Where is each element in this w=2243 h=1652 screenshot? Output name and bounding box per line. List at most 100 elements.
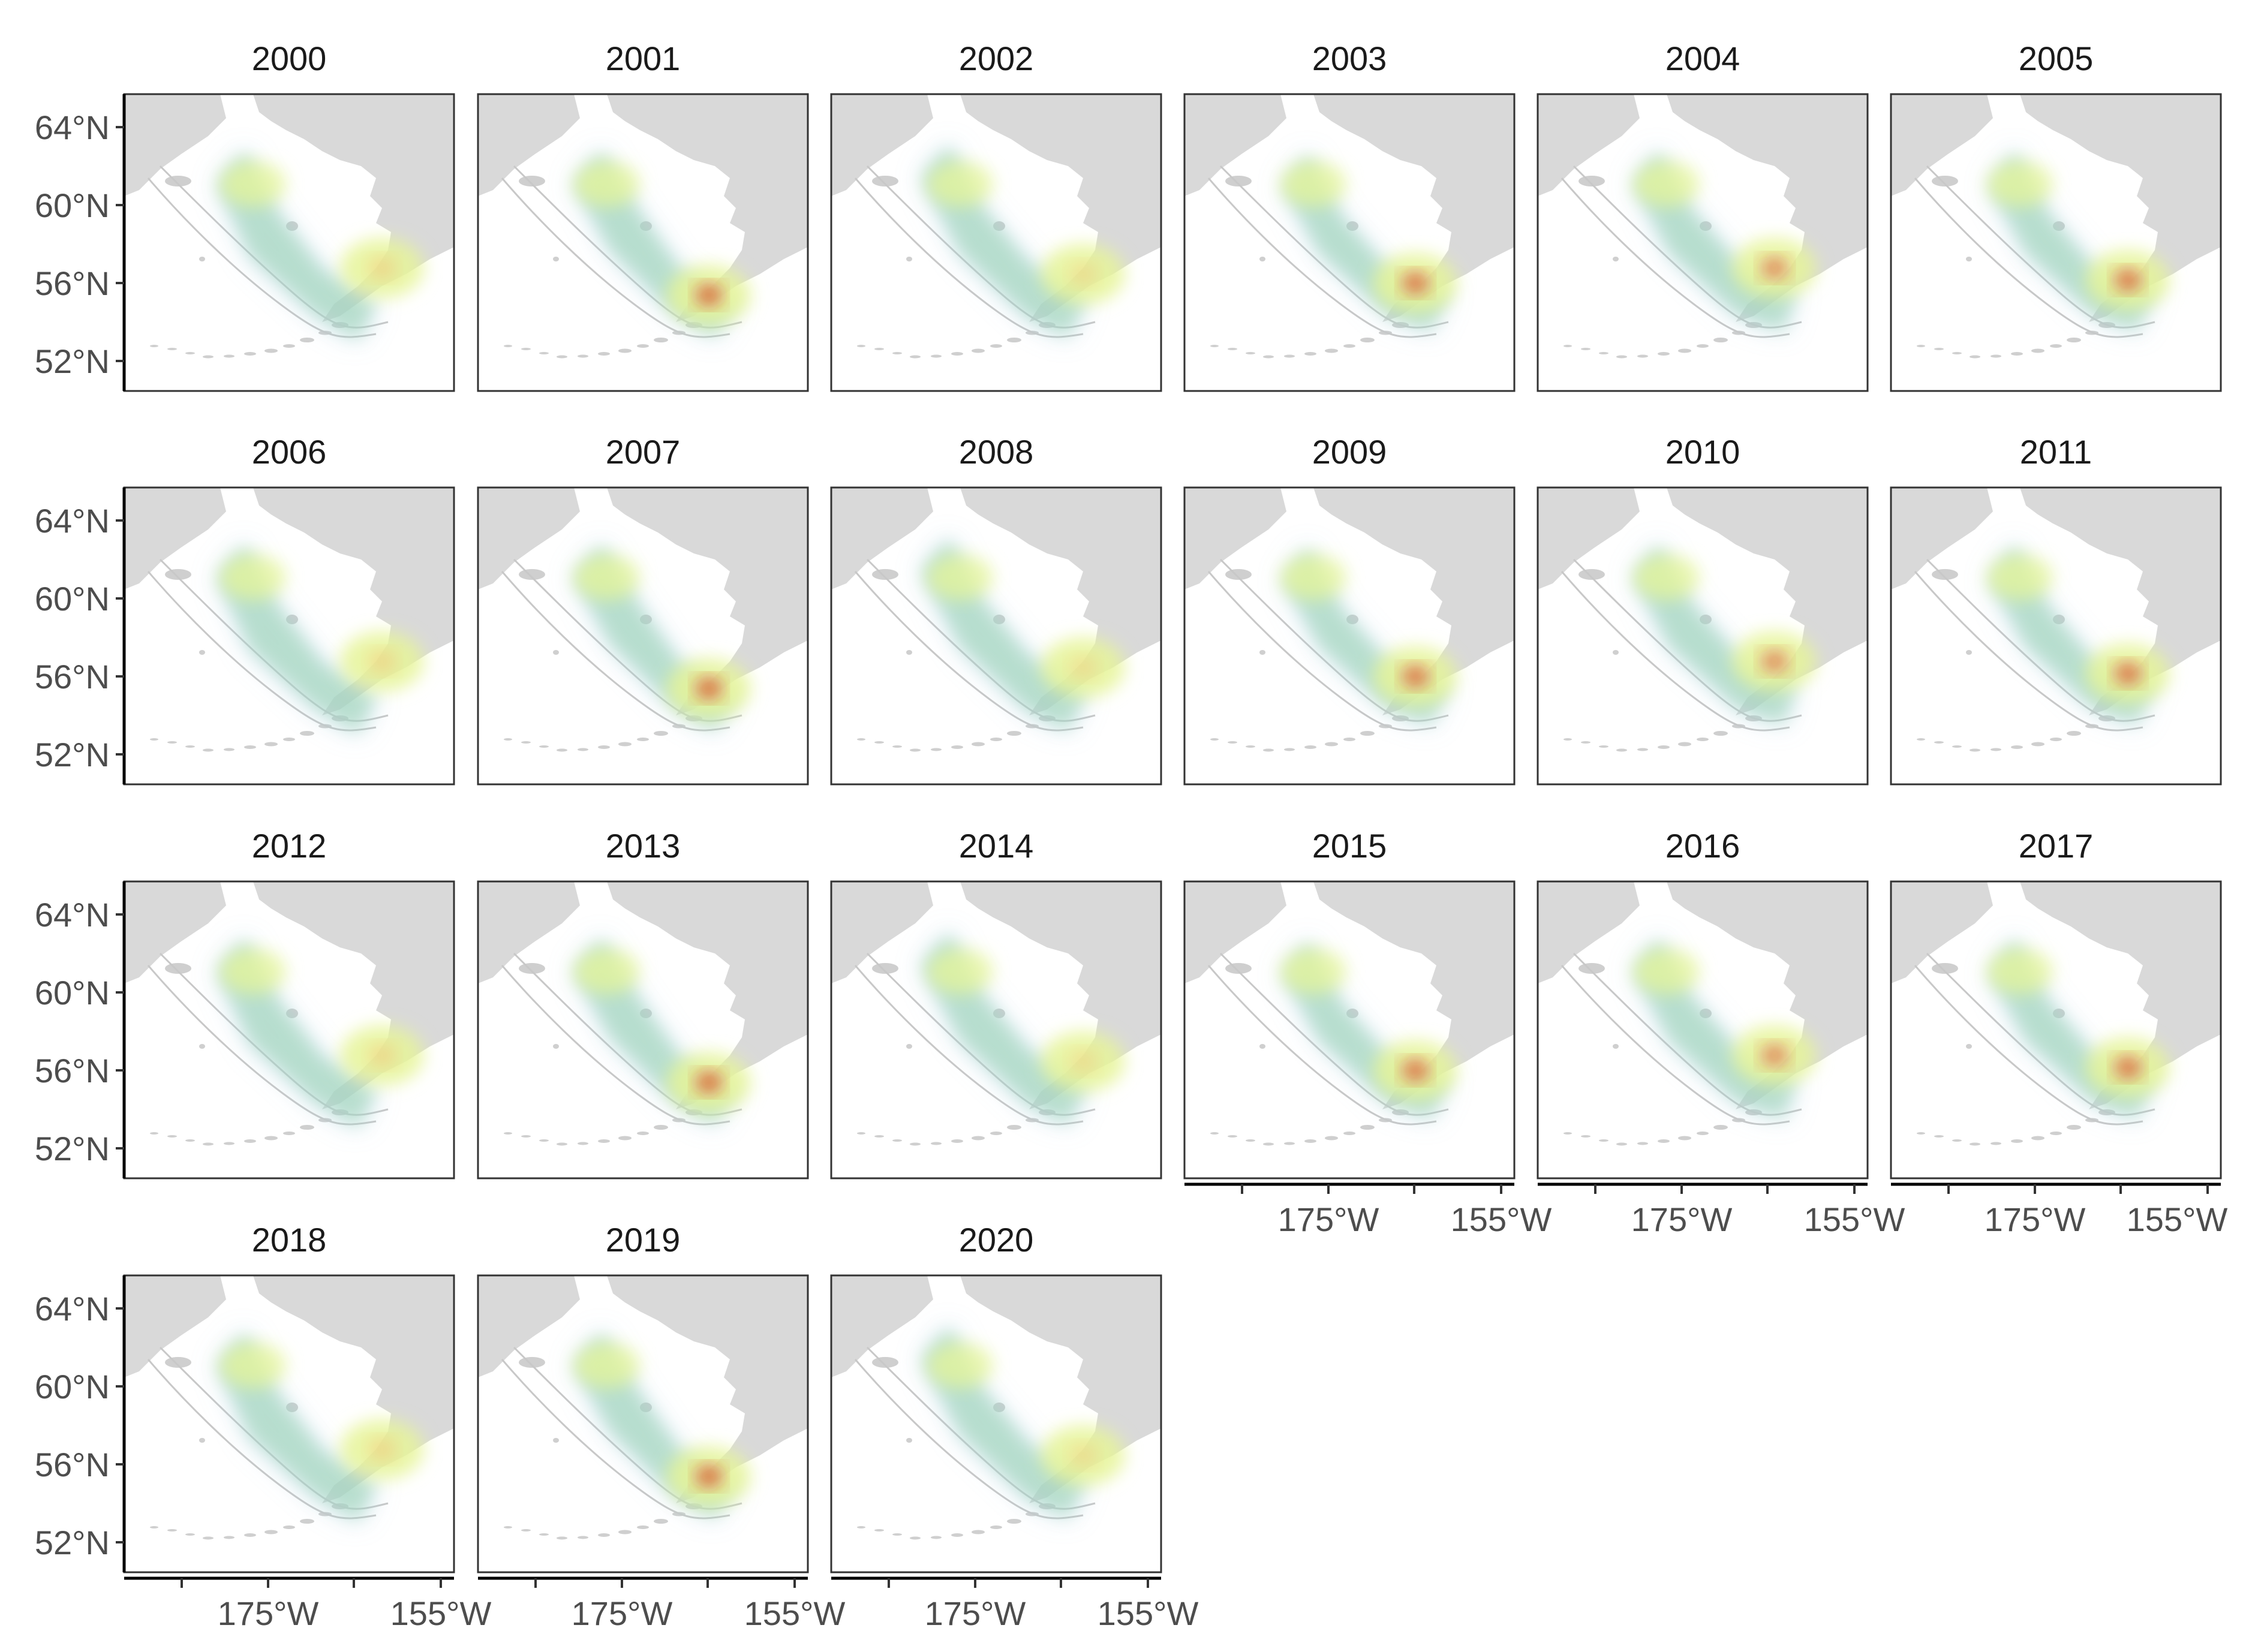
aleutian-island	[203, 1536, 214, 1540]
map-panel: 2011	[1890, 433, 2222, 786]
aleutian-island	[654, 338, 668, 342]
pribilof-island	[1966, 650, 1972, 655]
aleutian-island	[1991, 354, 2001, 358]
map-panel: 2002	[830, 40, 1162, 392]
aleutian-island	[1658, 352, 1670, 356]
aleutian-island	[598, 1533, 610, 1537]
aleutian-island	[1917, 738, 1925, 741]
shelf-contour	[147, 177, 377, 338]
panel-title: 2010	[1665, 433, 1740, 471]
shelf-contour	[1561, 177, 1790, 338]
aleutian-island	[300, 1125, 314, 1130]
aleutian-island	[951, 745, 963, 749]
shelf-contour	[501, 965, 730, 1126]
shelf-contour	[854, 1359, 1084, 1519]
panel-title: 2018	[252, 1221, 327, 1259]
aleutian-island	[557, 748, 567, 752]
map-panel: 2001	[477, 40, 809, 392]
aleutian-island	[1637, 748, 1648, 751]
shelf-contour	[501, 1359, 730, 1519]
land-chukotka	[1891, 881, 1993, 983]
density-hotspot-north	[927, 949, 993, 994]
aleutian-island	[300, 338, 314, 342]
aleutian-island	[264, 1136, 278, 1141]
aleutian-island	[1210, 1132, 1219, 1135]
aleutian-island	[857, 738, 865, 741]
land-chukotka	[831, 488, 933, 589]
density-hotspot-north	[220, 1343, 286, 1388]
panel-title: 2017	[2019, 827, 2094, 865]
aleutian-island	[1304, 352, 1316, 356]
land-alaska	[1313, 881, 1514, 1109]
panel-title: 2019	[606, 1221, 681, 1259]
lat-tick-label: 60°N	[35, 1368, 110, 1406]
panel-title: 2000	[252, 40, 327, 77]
aleutian-island	[1934, 741, 1944, 744]
aleutian-island	[185, 1533, 195, 1536]
panel-title: 2007	[606, 433, 681, 471]
aleutian-island	[1952, 352, 1962, 354]
panel-border	[1183, 486, 1516, 786]
land-chukotka	[478, 488, 580, 589]
map-panel: 2009	[1183, 433, 1516, 786]
shelf-contour	[1561, 571, 1790, 732]
aleutian-island	[1304, 1139, 1316, 1143]
aleutian-island	[167, 348, 177, 350]
pribilof-island	[553, 257, 559, 261]
aleutian-island	[150, 738, 158, 741]
aleutian-island	[910, 355, 921, 359]
panel-title: 2016	[1665, 827, 1740, 865]
aleutian-island	[1360, 338, 1375, 342]
land-chukotka	[1891, 94, 1993, 196]
aleutian-island	[1713, 1125, 1728, 1130]
aleutian-island	[1007, 1519, 1021, 1524]
pribilof-island	[199, 257, 205, 261]
aleutian-island	[2031, 1136, 2044, 1141]
shelf-contour	[1926, 165, 2155, 329]
panel-title: 2006	[252, 433, 327, 471]
land-alaska	[607, 881, 808, 1109]
aleutian-island	[1970, 355, 1980, 359]
aleutian-island	[504, 345, 512, 347]
aleutian-island	[1360, 1125, 1375, 1130]
map-panel: 2010	[1537, 433, 1869, 786]
density-peak	[1070, 1445, 1096, 1466]
aleutian-island	[1263, 355, 1274, 359]
aleutian-island	[618, 742, 632, 747]
panel-title: 2015	[1312, 827, 1387, 865]
pribilof-island	[906, 1044, 912, 1049]
density-peak	[696, 284, 722, 306]
pribilof-island	[906, 257, 912, 261]
aleutian-island	[1658, 745, 1670, 749]
density-peak	[1402, 1060, 1429, 1081]
density-peak	[1070, 1051, 1096, 1072]
aleutian-island	[1697, 1132, 1709, 1135]
aleutian-island	[892, 745, 902, 748]
lon-tick-label: 155°W	[744, 1594, 846, 1632]
aleutian-island	[990, 344, 1002, 348]
shelf-contour	[1219, 165, 1449, 329]
aleutian-island	[874, 1135, 884, 1138]
aleutian-island	[972, 348, 985, 353]
aleutian-island	[150, 345, 158, 347]
aleutian-island	[1616, 355, 1627, 359]
density-hotspot-north	[1987, 949, 2053, 994]
panel-border	[477, 486, 809, 786]
land-chukotka	[478, 94, 580, 196]
lat-tick-label: 52°N	[35, 342, 110, 380]
pribilof-island	[1613, 257, 1619, 261]
aleutian-island	[637, 344, 649, 348]
aleutian-island	[990, 1132, 1002, 1135]
aleutian-island	[1934, 348, 1944, 350]
density-peak	[1070, 657, 1096, 678]
aleutian-island	[2011, 1139, 2023, 1143]
panel-border	[1890, 880, 2222, 1179]
panel-border	[830, 93, 1162, 392]
aleutian-island	[857, 1132, 865, 1135]
panel-border	[1537, 486, 1869, 786]
land-chukotka	[124, 881, 226, 983]
density-hotspot-north	[220, 949, 286, 994]
land-chukotka	[1184, 94, 1286, 196]
pribilof-island	[1613, 650, 1619, 655]
